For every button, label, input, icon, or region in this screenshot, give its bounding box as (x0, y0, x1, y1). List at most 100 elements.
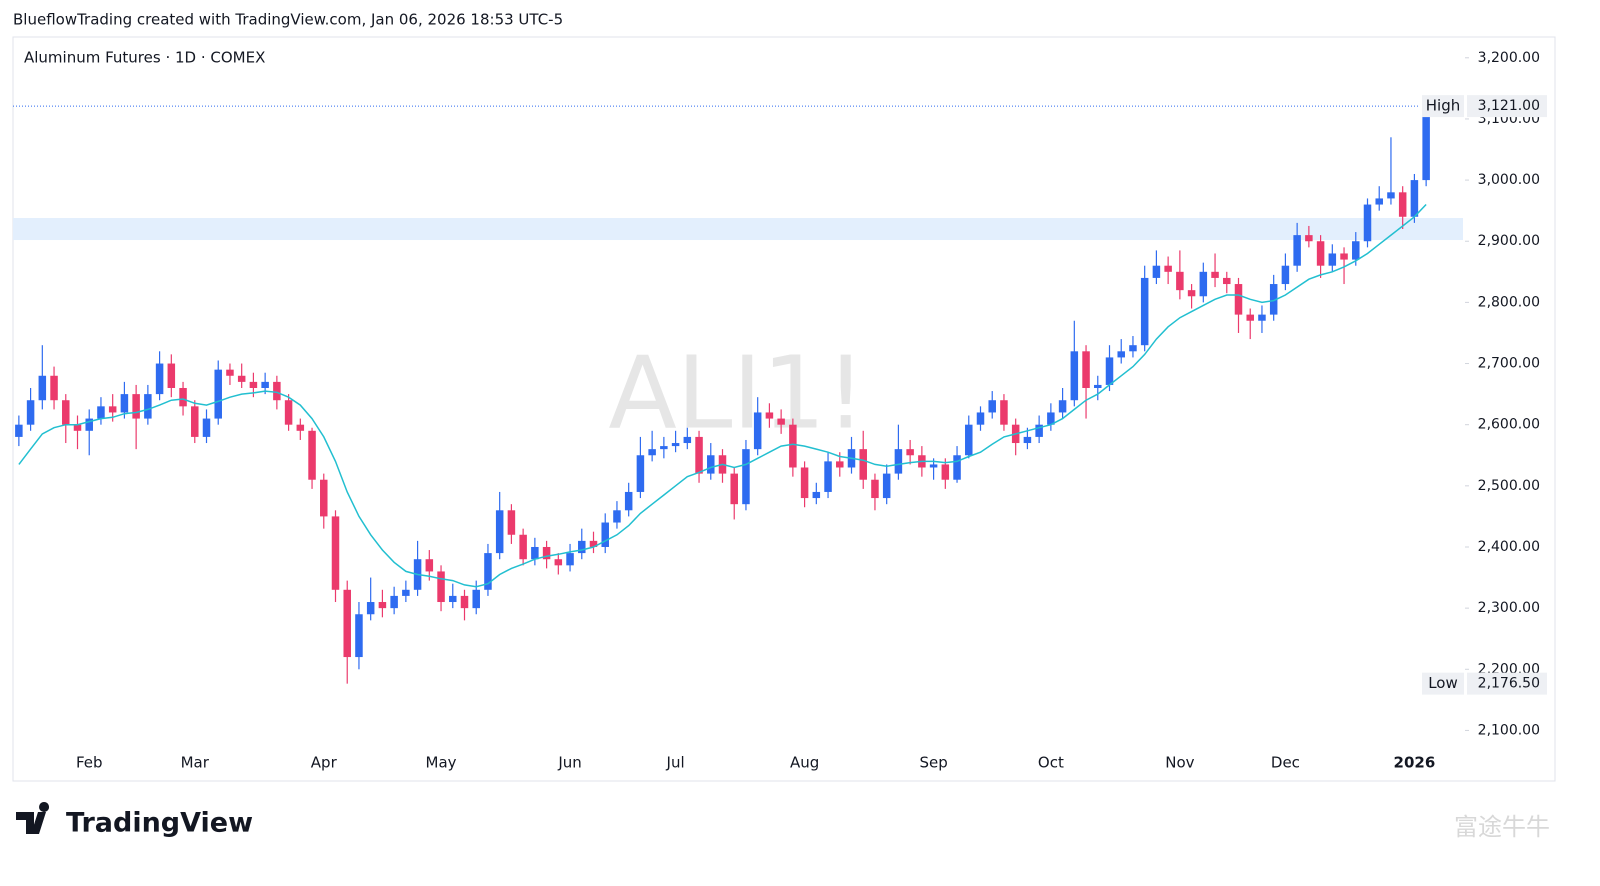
candle-body (1375, 198, 1383, 205)
candle-body (836, 461, 844, 468)
header: BlueflowTrading created with TradingView… (13, 11, 563, 29)
candle-body (941, 464, 950, 480)
candle-body (1000, 400, 1008, 425)
candle-body (108, 406, 117, 413)
candle-body (1035, 424, 1043, 437)
candle-body (1082, 351, 1090, 388)
y-tick-label: 2,300.00 (1478, 600, 1540, 616)
x-tick-label: Dec (1271, 754, 1300, 772)
candle-body (437, 571, 445, 603)
candle-body (1316, 241, 1325, 266)
candle-body (320, 479, 328, 517)
candle-body (273, 381, 281, 401)
candle-body (132, 394, 140, 419)
candle-body (1410, 180, 1419, 217)
x-tick-label: Aug (790, 754, 819, 772)
candle-body (261, 381, 269, 388)
candle-body (249, 381, 258, 388)
high-label: High (1426, 97, 1460, 115)
watermark: ALI1! (608, 334, 865, 451)
candle-body (648, 449, 656, 456)
candle-body (73, 424, 82, 431)
x-tick-label: May (426, 754, 457, 772)
price-zone (13, 218, 1463, 241)
candle-body (460, 595, 469, 609)
candle-body (671, 443, 680, 447)
candle-body (38, 375, 47, 401)
candle-body (495, 510, 504, 554)
candle-body (15, 424, 23, 437)
high-label-box (1422, 95, 1464, 118)
low-value-box (1467, 672, 1547, 695)
candle-body (1105, 357, 1114, 385)
candle-body (144, 394, 152, 419)
low-label: Low (1428, 674, 1458, 692)
candle-body (1269, 284, 1278, 315)
candle-body (484, 553, 492, 590)
candle-body (554, 559, 563, 566)
y-tick-label: 2,900.00 (1478, 233, 1540, 249)
corner-mark: 富途牛牛 (1454, 813, 1550, 841)
candle-body (1047, 412, 1055, 425)
candle-body (1422, 112, 1430, 181)
candle-body (120, 394, 129, 413)
low-value: 2,176.50 (1478, 676, 1540, 692)
candle-body (1094, 384, 1102, 388)
candle-body (1352, 241, 1360, 260)
moving-average (18, 203, 1427, 588)
candle-body (589, 540, 598, 547)
candle-body (167, 363, 176, 388)
candle-body (929, 464, 938, 468)
candle-body (777, 418, 785, 425)
candle-body (355, 614, 363, 658)
candle-body (965, 424, 973, 456)
candle-body (390, 595, 398, 609)
candle-body (531, 546, 539, 560)
candle-body (343, 589, 351, 658)
candle-body (296, 424, 305, 431)
y-tick-label: 3,200.00 (1478, 50, 1540, 66)
candle-body (1281, 265, 1290, 285)
candle-body (1187, 290, 1196, 297)
candle-body (624, 491, 633, 511)
y-tick-label: 2,700.00 (1478, 356, 1540, 372)
candle-body (226, 369, 234, 376)
candle-body (425, 559, 434, 572)
candle-body (1176, 271, 1184, 291)
candle-body (179, 387, 187, 407)
candle-body (542, 546, 551, 560)
candle-body (707, 455, 715, 474)
candle-body (976, 412, 985, 425)
candle-body (155, 363, 164, 395)
candle-body (50, 375, 58, 401)
y-tick-label: 2,800.00 (1478, 294, 1540, 310)
candle-body (62, 400, 70, 425)
candle-body (683, 436, 692, 444)
candle-body (636, 455, 645, 492)
candle-body (765, 412, 774, 419)
x-tick-label: Nov (1165, 754, 1194, 772)
candle-body (1398, 192, 1407, 217)
candle-body (202, 418, 211, 437)
candle-body (578, 540, 586, 554)
candle-body (906, 449, 914, 456)
candle-body (85, 418, 93, 431)
candle-body (1129, 345, 1137, 352)
chart-title: Aluminum Futures · 1D · COMEX (24, 49, 265, 67)
candle-body (1058, 400, 1067, 413)
x-tick-label: 2026 (1394, 754, 1436, 772)
candle-body (308, 430, 316, 480)
candle-body (284, 400, 293, 425)
candle-body (789, 424, 797, 468)
brand-logo (16, 802, 50, 834)
candle-body (1363, 204, 1372, 242)
candle-body (742, 449, 750, 505)
candle-body (1117, 351, 1125, 358)
candle-body (953, 455, 961, 480)
candle-body (1223, 277, 1231, 285)
candle-body (449, 595, 457, 603)
candle-body (1211, 271, 1219, 278)
candle-body (882, 473, 891, 499)
candle-body (402, 589, 410, 596)
